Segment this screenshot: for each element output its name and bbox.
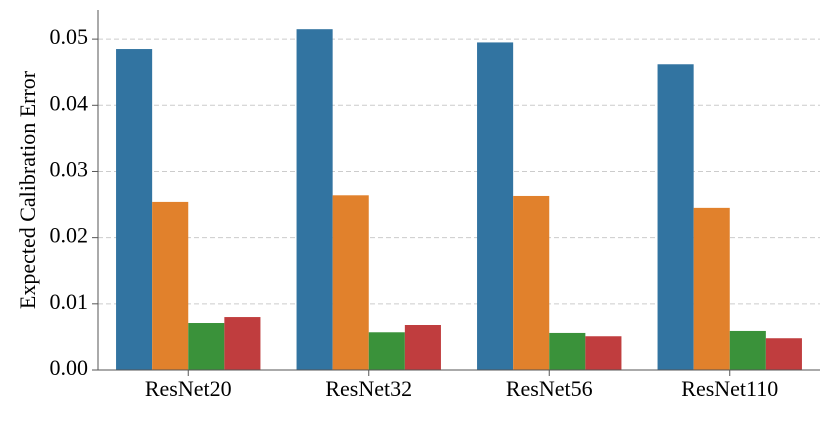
bar — [729, 330, 766, 370]
bar — [477, 42, 514, 370]
y-tick-label: 0.01 — [50, 289, 89, 314]
x-tick-label: ResNet20 — [145, 376, 232, 401]
bar — [116, 49, 153, 370]
bar — [693, 207, 730, 370]
bar — [368, 332, 405, 370]
bar — [332, 195, 369, 370]
bar — [152, 201, 189, 370]
y-tick-label: 0.00 — [50, 355, 89, 380]
x-tick-label: ResNet110 — [681, 376, 778, 401]
x-tick-label: ResNet32 — [325, 376, 412, 401]
x-tick-label: ResNet56 — [506, 376, 593, 401]
y-tick-label: 0.04 — [50, 90, 89, 115]
bar — [585, 336, 622, 370]
bar — [296, 29, 333, 371]
y-tick-label: 0.02 — [50, 223, 89, 248]
bar — [765, 338, 802, 370]
bar — [188, 323, 225, 370]
bar — [513, 195, 550, 370]
bar — [657, 64, 694, 370]
bar — [404, 325, 441, 370]
bar — [549, 332, 586, 370]
bar — [224, 317, 261, 370]
y-axis-label: Expected Calibration Error — [15, 70, 40, 309]
y-tick-label: 0.03 — [50, 157, 89, 182]
y-tick-label: 0.05 — [50, 24, 89, 49]
